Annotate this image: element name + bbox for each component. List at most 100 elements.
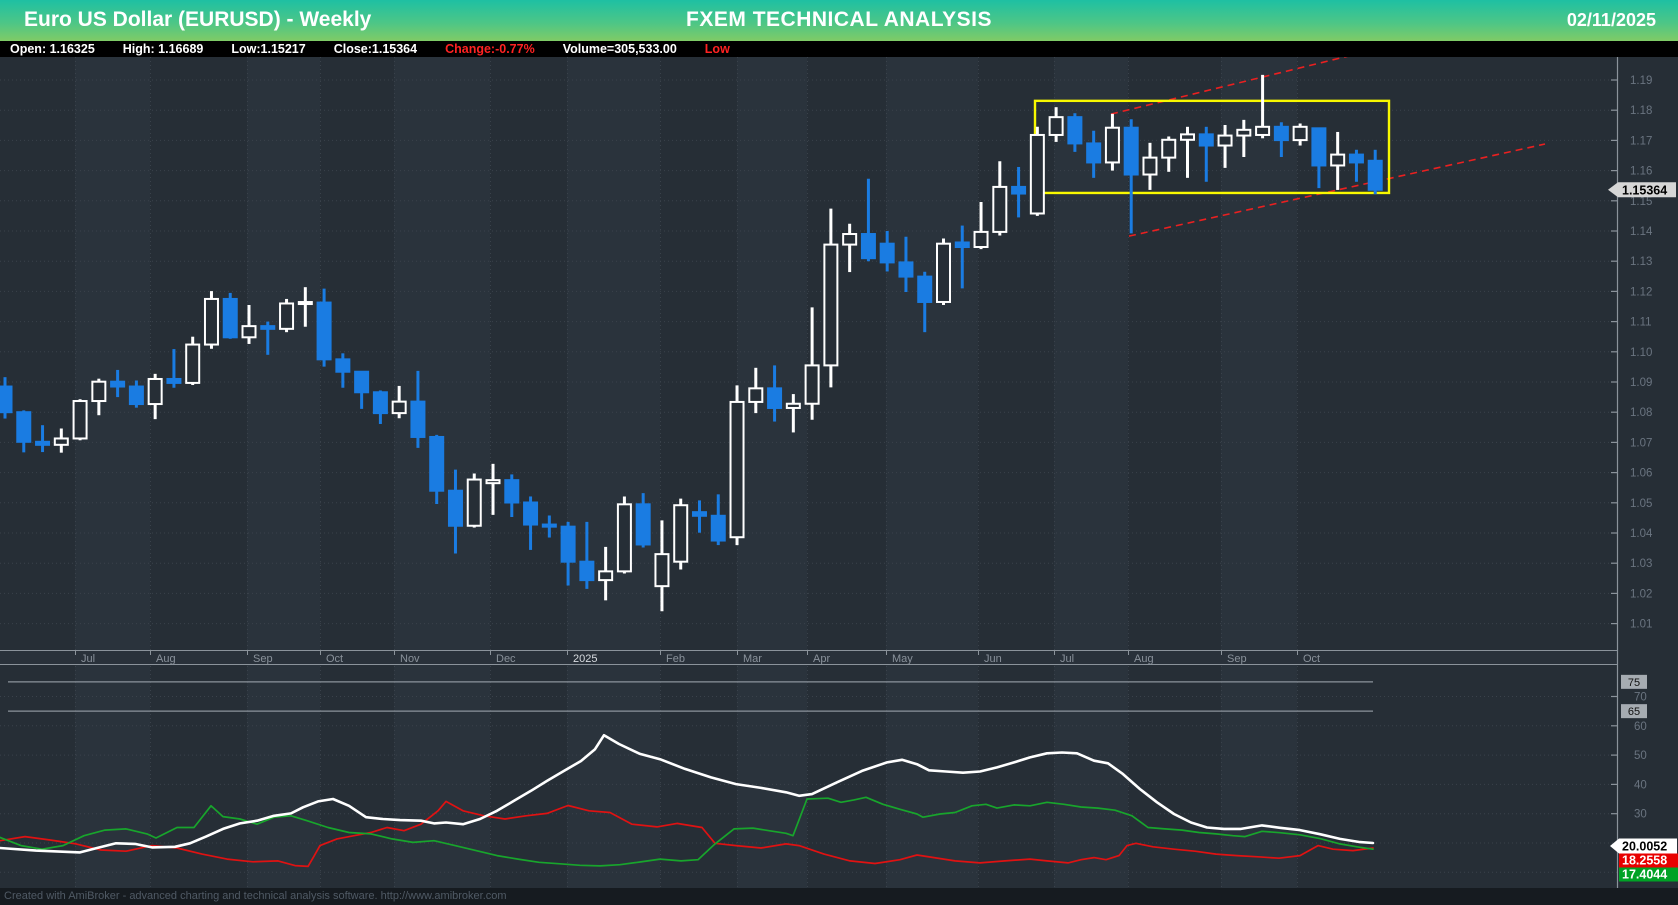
candle: [1180, 126, 1196, 178]
plus-di-line: [0, 796, 1374, 867]
candle-body: [1348, 153, 1364, 164]
candle-body: [917, 275, 933, 303]
indicator-gridlines: [0, 696, 1617, 873]
y-axis-price-label: 1.10: [1630, 347, 1652, 359]
candle: [860, 178, 876, 262]
ohlc-status-bar: Open: 1.16325 High: 1.16689 Low:1.15217 …: [0, 41, 1678, 57]
candle-body: [72, 400, 88, 440]
candle: [823, 208, 839, 388]
candle: [673, 498, 689, 570]
chart-canvas[interactable]: Jul Aug Sep Oct Nov Dec 2025 Feb Mar Apr May Jun Jul…: [0, 57, 1678, 888]
x-axis-month-label: Jun: [984, 653, 1002, 665]
candle-body: [410, 400, 426, 438]
candle-body: [936, 242, 951, 303]
watermark-title: FXEM TECHNICAL ANALYSIS: [686, 8, 992, 31]
candle-body: [560, 525, 576, 563]
candle-body: [504, 479, 520, 504]
y-axis-price-label: 1.13: [1630, 256, 1652, 268]
candle-body: [222, 297, 238, 339]
candle: [316, 288, 332, 367]
candle: [1086, 130, 1102, 178]
x-axis-month-label: Feb: [666, 653, 685, 665]
y-axis-price-label: 1.08: [1630, 407, 1652, 419]
x-axis-month-label: Dec: [496, 653, 516, 665]
candle-body: [710, 514, 726, 542]
candle: [936, 238, 951, 305]
candle: [1198, 126, 1214, 182]
candle: [598, 546, 614, 601]
close-value: Close:1.15364: [333, 42, 418, 56]
candle: [541, 515, 557, 538]
candle-body: [1367, 159, 1383, 191]
chart-titlebar: Euro US Dollar (EURUSD) - Weekly FXEM TE…: [0, 0, 1678, 41]
y-axis-price-label: 1.02: [1630, 588, 1652, 600]
candle: [391, 385, 407, 419]
x-axis-month-label: Apr: [813, 653, 830, 665]
x-axis-month-label: Jul: [1060, 653, 1074, 665]
candle-body: [128, 385, 144, 406]
candle: [954, 225, 970, 289]
candle-body: [1255, 125, 1271, 136]
y-axis-price-label: 1.17: [1630, 135, 1652, 147]
candle-body: [1104, 126, 1120, 164]
candle-body: [241, 325, 257, 339]
indicator-axis-label: 70: [1634, 692, 1647, 704]
y-axis-price-label: 1.11: [1630, 317, 1652, 329]
candle-body: [1330, 153, 1346, 167]
candle-body: [616, 503, 632, 573]
candle: [729, 385, 745, 546]
change-value: Change:-0.77%: [445, 42, 535, 56]
candle: [72, 399, 88, 441]
minus-di-line: [0, 800, 1374, 868]
candle-body: [279, 302, 295, 330]
candle: [1311, 127, 1327, 189]
candle-body: [1142, 156, 1158, 176]
candle-body: [1011, 185, 1027, 195]
candle-body: [1292, 125, 1308, 142]
candle-body: [110, 380, 126, 388]
red-trendline[interactable]: [1110, 57, 1348, 115]
candle-body: [635, 503, 651, 546]
candle: [523, 496, 539, 550]
candle-body: [541, 523, 557, 528]
candle: [1236, 119, 1252, 158]
candle: [222, 292, 238, 339]
candle: [1142, 142, 1158, 190]
candle: [335, 353, 351, 388]
candle: [1273, 122, 1289, 158]
candle-body: [954, 241, 970, 249]
candle-body: [823, 243, 839, 367]
x-axis-month-label: Aug: [1134, 653, 1154, 665]
candle-body: [729, 400, 745, 539]
candle: [466, 473, 482, 528]
x-axis-month-label: Nov: [400, 653, 420, 665]
candle-body: [354, 370, 370, 394]
high-value: High: 1.16689: [122, 42, 204, 56]
trendlines-group: [1110, 57, 1546, 237]
y-axis-price-label: 1.04: [1630, 528, 1653, 540]
candle: [1123, 119, 1139, 234]
adx-level-65-label: 65: [1628, 706, 1640, 718]
candle-body: [1198, 133, 1214, 147]
candle-body: [316, 301, 332, 361]
candle: [203, 291, 219, 349]
candle: [898, 236, 914, 293]
candle: [992, 161, 1008, 236]
candle: [917, 271, 933, 333]
candle-body: [335, 358, 351, 373]
candle: [1255, 74, 1271, 139]
candle: [767, 365, 783, 422]
candle: [504, 474, 520, 517]
y-axis-price-label: 1.15: [1630, 196, 1652, 208]
candle-body: [1067, 116, 1083, 145]
candle: [635, 493, 651, 548]
candle-body: [466, 478, 482, 527]
month-band: [1054, 57, 1128, 888]
candle: [260, 321, 276, 355]
x-axis-month-label: Sep: [1227, 653, 1247, 665]
candle: [616, 496, 632, 574]
candle: [0, 377, 13, 419]
y-axis-price-label: 1.19: [1630, 75, 1652, 87]
candle: [1067, 113, 1083, 152]
candle: [35, 425, 51, 453]
